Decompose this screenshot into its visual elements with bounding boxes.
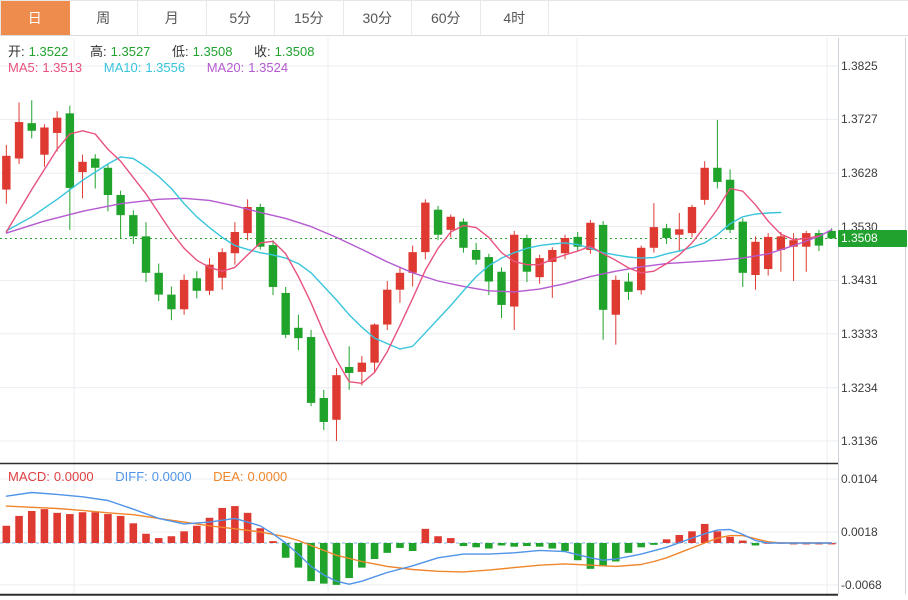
- dea-label: DEA:: [213, 469, 244, 484]
- tab-5min[interactable]: 5分: [207, 1, 275, 35]
- macd-value: 0.0000: [53, 469, 94, 484]
- axis-tick-label: 1.3628: [841, 166, 878, 181]
- ma10-value: 1.3556: [145, 60, 186, 75]
- macd-info-row: MACD: 0.0000 DIFF: 0.0000 DEA: 0.0000: [8, 469, 291, 484]
- tab-60min[interactable]: 60分: [412, 1, 481, 35]
- low-value: 1.3508: [192, 44, 233, 59]
- tab-month[interactable]: 月: [138, 1, 207, 35]
- high-value: 1.3527: [110, 44, 151, 59]
- current-price-badge: 1.3508: [838, 230, 907, 248]
- high-label: 高:: [90, 44, 107, 59]
- open-label: 开:: [8, 44, 25, 59]
- axis-tick-label: 1.3825: [841, 59, 878, 73]
- dea-value: 0.0000: [247, 469, 288, 484]
- low-label: 低:: [172, 44, 189, 59]
- axis-tick-label: -0.0068: [841, 577, 882, 592]
- ma10-label: MA10:: [103, 60, 142, 75]
- tab-30min[interactable]: 30分: [344, 1, 412, 35]
- tab-15min[interactable]: 15分: [275, 1, 344, 35]
- tab-week[interactable]: 周: [70, 1, 138, 35]
- macd-label: MACD:: [8, 469, 50, 484]
- tab-4hour[interactable]: 4时: [481, 1, 549, 35]
- ma20-label: MA20:: [206, 60, 245, 75]
- ma20-value: 1.3524: [248, 60, 289, 75]
- axis-tick-label: 0.0018: [841, 524, 878, 539]
- ma5-value: 1.3513: [42, 60, 83, 75]
- close-value: 1.3508: [274, 44, 315, 59]
- tab-day[interactable]: 日: [1, 1, 70, 35]
- ma5-label: MA5:: [8, 60, 39, 75]
- axis-tick-label: 0.0104: [841, 472, 878, 486]
- price-axis: 1.3825 1.3727 1.3628 1.3530 1.3431 1.3333 1.32…: [838, 36, 908, 600]
- axis-tick-label: 1.3136: [841, 434, 878, 448]
- close-label: 收:: [254, 44, 271, 59]
- ma-info-row: MA5: 1.3513 MA10: 1.3556 MA20: 1.3524: [8, 60, 292, 75]
- axis-tick-label: 1.3727: [841, 112, 878, 127]
- ohlc-info-row: 开: 1.3522 高: 1.3527 低: 1.3508 收: 1.3508: [8, 41, 318, 60]
- axis-tick-label: 1.3333: [841, 326, 878, 341]
- timeframe-tabbar: 日 周 月 5分 15分 30分 60分 4时: [0, 0, 908, 36]
- chart-plot-area[interactable]: [0, 36, 908, 600]
- axis-tick-label: 1.3431: [841, 273, 878, 288]
- axis-tick-label: 1.3234: [841, 380, 878, 395]
- open-value: 1.3522: [28, 44, 69, 59]
- diff-label: DIFF:: [115, 469, 148, 484]
- diff-value: 0.0000: [151, 469, 192, 484]
